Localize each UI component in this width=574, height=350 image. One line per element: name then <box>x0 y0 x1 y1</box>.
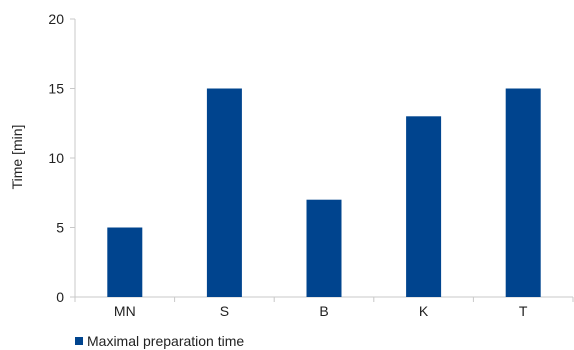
bar <box>306 199 342 297</box>
bars <box>107 88 541 297</box>
legend: Maximal preparation time <box>75 333 244 349</box>
bar <box>206 88 242 297</box>
y-axis-title: Time [min] <box>9 125 25 190</box>
y-tick-label: 20 <box>48 11 64 27</box>
y-tick-label: 5 <box>56 220 64 236</box>
bar <box>406 116 442 297</box>
legend-label: Maximal preparation time <box>87 333 244 349</box>
bar <box>505 88 541 297</box>
x-tick-label: MN <box>114 303 136 319</box>
y-tick-label: 15 <box>48 81 64 97</box>
y-axis: 0 5 10 15 20 <box>48 11 76 305</box>
y-tick-label: 0 <box>56 289 64 305</box>
x-tick-label: S <box>220 303 229 319</box>
x-tick-label: K <box>419 303 429 319</box>
x-tick-label: T <box>519 303 528 319</box>
x-axis: MN S B K T <box>74 296 574 319</box>
legend-swatch <box>75 337 83 345</box>
x-tick-label: B <box>319 303 328 319</box>
bar <box>107 227 143 297</box>
y-tick-label: 10 <box>48 150 64 166</box>
